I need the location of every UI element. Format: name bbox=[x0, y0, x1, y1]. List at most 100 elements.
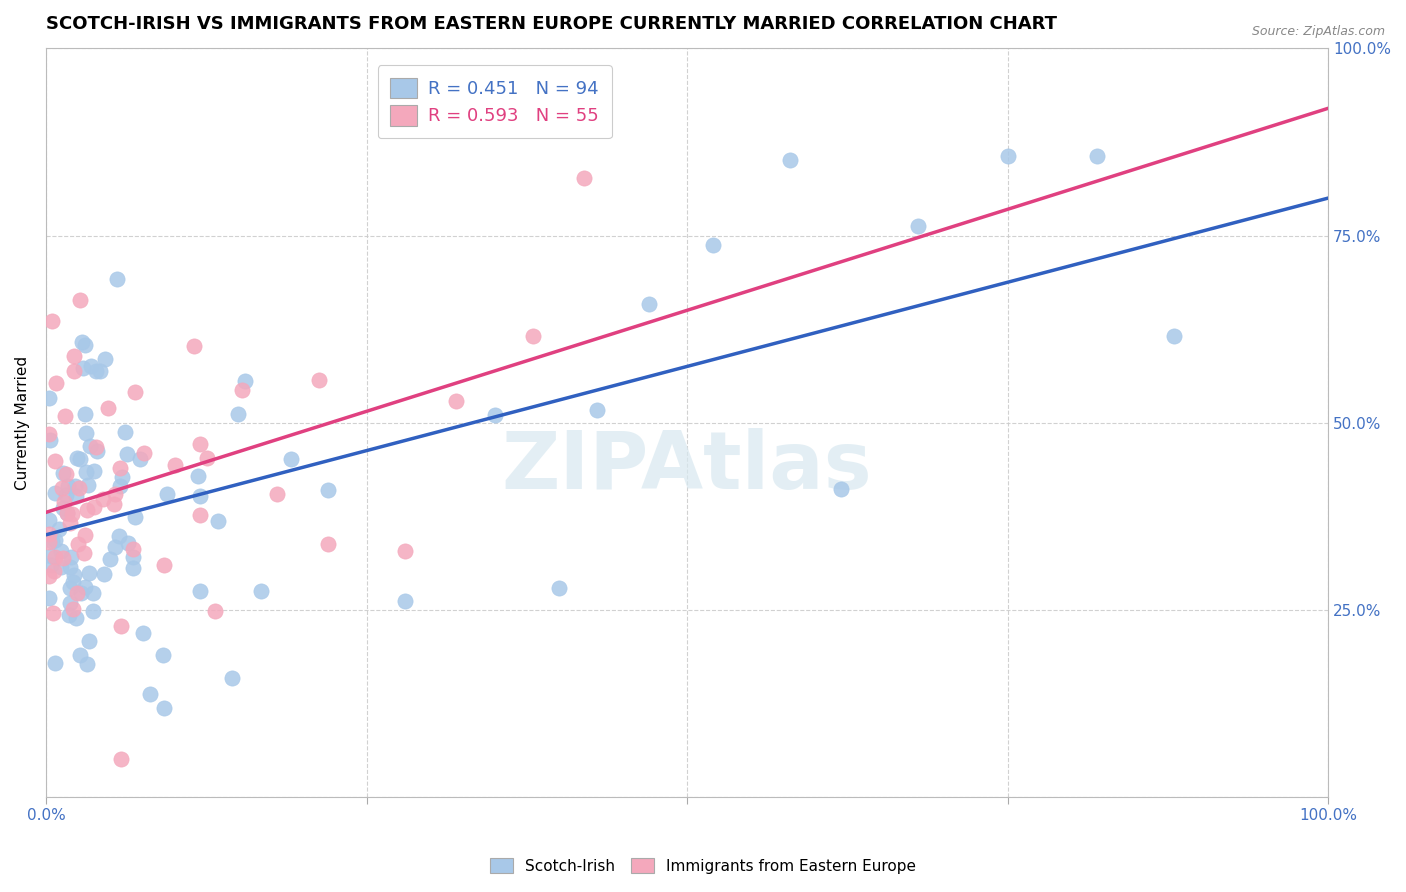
Point bbox=[84, 440, 107, 454]
Point bbox=[75, 407, 97, 421]
Point bbox=[72, 361, 94, 376]
Point bbox=[45, 376, 67, 390]
Point bbox=[38, 527, 60, 541]
Point bbox=[231, 383, 253, 397]
Point bbox=[63, 350, 86, 364]
Point bbox=[124, 384, 146, 399]
Point bbox=[76, 657, 98, 671]
Point bbox=[316, 537, 339, 551]
Point bbox=[55, 467, 77, 481]
Point bbox=[56, 506, 79, 520]
Point bbox=[188, 489, 211, 503]
Point bbox=[75, 466, 97, 480]
Point bbox=[94, 352, 117, 367]
Point bbox=[38, 534, 60, 549]
Point bbox=[38, 391, 60, 405]
Point bbox=[394, 594, 416, 608]
Point bbox=[153, 701, 176, 715]
Point bbox=[38, 591, 60, 606]
Point bbox=[266, 487, 288, 501]
Point bbox=[128, 452, 150, 467]
Point bbox=[62, 574, 84, 589]
Point bbox=[55, 506, 77, 520]
Point bbox=[63, 364, 86, 378]
Point bbox=[163, 458, 186, 473]
Point bbox=[91, 491, 114, 506]
Legend: Scotch-Irish, Immigrants from Eastern Europe: Scotch-Irish, Immigrants from Eastern Eu… bbox=[484, 852, 922, 880]
Point bbox=[52, 551, 75, 566]
Point bbox=[76, 502, 98, 516]
Point bbox=[907, 219, 929, 234]
Point bbox=[114, 425, 136, 439]
Point bbox=[63, 479, 86, 493]
Point bbox=[97, 401, 120, 415]
Point bbox=[110, 752, 132, 766]
Point bbox=[139, 687, 162, 701]
Point bbox=[66, 451, 89, 466]
Point bbox=[195, 451, 218, 466]
Point bbox=[52, 495, 75, 509]
Point bbox=[100, 551, 122, 566]
Point bbox=[69, 648, 91, 662]
Point bbox=[105, 272, 128, 286]
Point bbox=[188, 437, 211, 451]
Point bbox=[60, 507, 83, 521]
Point bbox=[183, 339, 205, 353]
Point bbox=[70, 586, 93, 600]
Point bbox=[52, 501, 75, 516]
Point bbox=[316, 483, 339, 498]
Point bbox=[156, 487, 179, 501]
Point bbox=[134, 446, 156, 460]
Point bbox=[73, 546, 96, 560]
Point bbox=[308, 373, 330, 387]
Point bbox=[188, 584, 211, 599]
Point bbox=[152, 648, 174, 663]
Point bbox=[44, 454, 66, 468]
Point bbox=[59, 581, 82, 595]
Point bbox=[65, 489, 87, 503]
Point bbox=[73, 337, 96, 351]
Point bbox=[779, 153, 801, 167]
Point bbox=[637, 296, 659, 310]
Point bbox=[226, 407, 249, 421]
Point bbox=[586, 403, 609, 417]
Point bbox=[44, 656, 66, 670]
Point bbox=[76, 477, 98, 491]
Point bbox=[121, 549, 143, 564]
Point bbox=[75, 426, 97, 441]
Point bbox=[63, 568, 86, 582]
Point bbox=[83, 500, 105, 514]
Point bbox=[83, 464, 105, 478]
Point bbox=[67, 481, 90, 495]
Point bbox=[77, 566, 100, 580]
Point bbox=[110, 619, 132, 633]
Point bbox=[66, 586, 89, 600]
Point bbox=[84, 364, 107, 378]
Point bbox=[41, 534, 63, 549]
Point bbox=[104, 487, 127, 501]
Point bbox=[39, 549, 62, 563]
Point bbox=[124, 510, 146, 524]
Point bbox=[58, 608, 80, 623]
Text: Source: ZipAtlas.com: Source: ZipAtlas.com bbox=[1251, 25, 1385, 38]
Point bbox=[42, 564, 65, 578]
Point bbox=[117, 535, 139, 549]
Point bbox=[207, 514, 229, 528]
Legend: R = 0.451   N = 94, R = 0.593   N = 55: R = 0.451 N = 94, R = 0.593 N = 55 bbox=[378, 65, 612, 138]
Point bbox=[82, 586, 104, 600]
Point bbox=[70, 335, 93, 350]
Point bbox=[44, 533, 66, 548]
Point bbox=[250, 584, 273, 599]
Point bbox=[188, 508, 211, 523]
Point bbox=[235, 375, 257, 389]
Point bbox=[38, 568, 60, 582]
Point bbox=[121, 542, 143, 557]
Point bbox=[60, 549, 83, 564]
Point bbox=[132, 626, 155, 640]
Point bbox=[221, 671, 243, 685]
Point bbox=[574, 171, 596, 186]
Point bbox=[55, 488, 77, 502]
Point bbox=[108, 461, 131, 475]
Y-axis label: Currently Married: Currently Married bbox=[15, 356, 30, 490]
Point bbox=[1085, 149, 1108, 163]
